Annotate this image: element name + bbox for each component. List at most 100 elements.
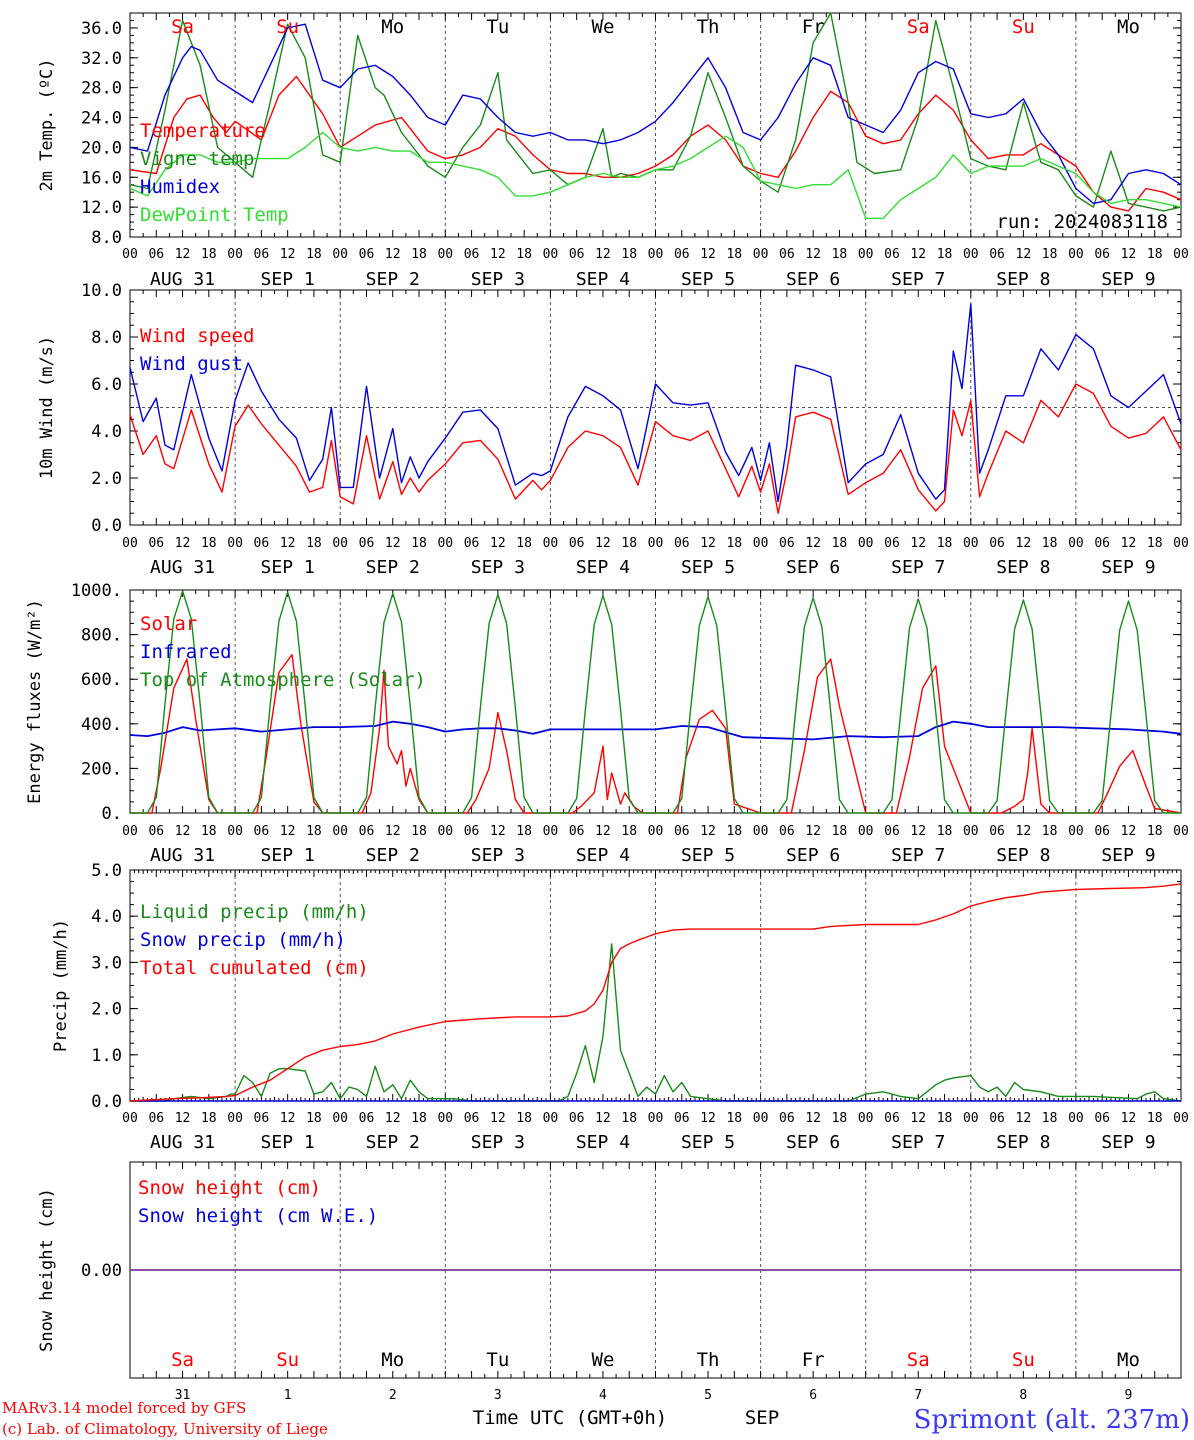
day-name-label: We <box>592 16 615 38</box>
hour-tick-label: 18 <box>1042 824 1058 839</box>
date-label: SEP 9 <box>1101 1132 1155 1153</box>
day-name-label: Mo <box>381 1349 404 1371</box>
hour-tick-label: 00 <box>753 1111 769 1126</box>
y-tick-label: 8.0 <box>91 328 122 348</box>
hour-tick-label: 18 <box>201 247 217 262</box>
hour-tick-label: 12 <box>1121 247 1137 262</box>
legend-entry: Wind speed <box>140 325 254 347</box>
date-label: SEP 9 <box>1101 845 1155 866</box>
hour-tick-label: 12 <box>1121 824 1137 839</box>
hour-tick-label: 06 <box>779 247 795 262</box>
hour-tick-label: 06 <box>569 536 585 551</box>
hour-tick-label: 00 <box>963 536 979 551</box>
hour-tick-label: 06 <box>674 536 690 551</box>
hour-tick-label: 00 <box>1068 536 1084 551</box>
y-tick-label: 12.0 <box>81 198 122 218</box>
date-label: SEP 7 <box>891 1132 945 1153</box>
station-label: Sprimont (alt. 237m) <box>914 1405 1190 1435</box>
date-label: SEP 6 <box>786 845 840 866</box>
hour-tick-label: 12 <box>175 247 191 262</box>
hour-tick-label: 12 <box>280 536 296 551</box>
legend-entry: DewPoint Temp <box>140 204 289 226</box>
hour-tick-label: 00 <box>753 824 769 839</box>
hour-tick-label: 12 <box>385 1111 401 1126</box>
hour-tick-label: 18 <box>832 247 848 262</box>
hour-tick-label: 06 <box>779 1111 795 1126</box>
hour-tick-label: 18 <box>937 536 953 551</box>
month-label: SEP <box>745 1407 779 1429</box>
series-line-total-cumulated-cm- <box>129 883 1182 1102</box>
date-label: SEP 1 <box>261 557 315 578</box>
day-number-label: 1 <box>284 1388 292 1403</box>
hour-tick-label: 12 <box>595 824 611 839</box>
hour-tick-label: 18 <box>621 536 637 551</box>
hour-tick-label: 00 <box>543 824 559 839</box>
hour-tick-label: 00 <box>543 536 559 551</box>
hour-tick-label: 18 <box>201 824 217 839</box>
hour-tick-label: 06 <box>148 536 164 551</box>
hour-tick-label: 06 <box>884 1111 900 1126</box>
hour-tick-label: 06 <box>148 247 164 262</box>
hour-tick-label: 18 <box>1147 1111 1163 1126</box>
hour-tick-label: 12 <box>805 247 821 262</box>
hour-tick-label: 06 <box>1094 536 1110 551</box>
legend-entry: Liquid precip (mm/h) <box>140 901 369 923</box>
y-tick-label: 600. <box>81 670 122 690</box>
day-number-label: 2 <box>389 1388 397 1403</box>
hour-tick-label: 18 <box>726 824 742 839</box>
hour-tick-label: 06 <box>884 824 900 839</box>
date-label: SEP 8 <box>996 1132 1050 1153</box>
hour-tick-label: 18 <box>937 1111 953 1126</box>
hour-tick-label: 00 <box>122 824 138 839</box>
date-label: SEP 8 <box>996 845 1050 866</box>
y-tick-label: 6.0 <box>91 375 122 395</box>
y-tick-label: 0.00 <box>81 1261 122 1281</box>
hour-tick-label: 12 <box>280 247 296 262</box>
hour-tick-label: 00 <box>858 536 874 551</box>
wind-panel: 0.0 2.0 4.0 6.0 8.0 10.0 10m Wind (m/s) Wind sp… <box>37 281 1189 578</box>
energy-flux-panel: 0. 200. 400. 600. 800. 1000. Energy fluxes (W/… <box>25 581 1189 866</box>
hour-tick-label: 06 <box>254 536 270 551</box>
y-axis-label: 10m Wind (m/s) <box>37 336 57 479</box>
hour-tick-label: 00 <box>332 1111 348 1126</box>
snow-panel: 0.00 Snow height (cm) Snow height (cm) Snow… <box>37 1161 1182 1403</box>
series-line-wind-speed <box>129 383 1182 514</box>
date-label: SEP 6 <box>786 269 840 290</box>
y-axis-label: 2m Temp. (ºC) <box>37 58 57 191</box>
hour-tick-label: 18 <box>516 247 532 262</box>
y-tick-label: 1000. <box>71 581 122 601</box>
date-label: SEP 3 <box>471 269 525 290</box>
hour-tick-label: 00 <box>963 824 979 839</box>
plot-frame <box>129 589 1182 814</box>
hour-tick-label: 12 <box>490 824 506 839</box>
y-tick-label: 3.0 <box>91 953 122 973</box>
day-name-label: Su <box>1012 16 1035 38</box>
series-line-liquid-precip-mm-h- <box>130 943 1182 1102</box>
hour-tick-label: 00 <box>753 536 769 551</box>
hour-tick-label: 00 <box>437 824 453 839</box>
date-label: AUG 31 <box>150 269 215 290</box>
hour-tick-label: 18 <box>516 536 532 551</box>
hour-tick-label: 18 <box>832 536 848 551</box>
date-label: SEP 4 <box>576 845 630 866</box>
hour-tick-label: 00 <box>437 1111 453 1126</box>
day-name-label: Fr <box>802 1349 825 1371</box>
series-line-dewpoint-temp <box>129 131 1182 220</box>
day-number-label: 9 <box>1125 1388 1133 1403</box>
date-label: SEP 2 <box>366 845 420 866</box>
time-axis-label: Time UTC (GMT+0h) <box>473 1407 667 1429</box>
hour-tick-label: 06 <box>254 247 270 262</box>
hour-tick-label: 18 <box>832 824 848 839</box>
hour-tick-label: 12 <box>700 247 716 262</box>
y-axis-label: Energy fluxes (W/m²) <box>25 599 45 804</box>
hour-tick-label: 06 <box>1094 247 1110 262</box>
hour-tick-label: 12 <box>280 824 296 839</box>
day-name-label: Mo <box>1117 1349 1140 1371</box>
hour-tick-label: 12 <box>1016 247 1032 262</box>
hour-tick-label: 06 <box>148 1111 164 1126</box>
hour-tick-label: 06 <box>569 824 585 839</box>
hour-tick-label: 00 <box>1173 824 1189 839</box>
hour-tick-label: 12 <box>910 536 926 551</box>
hour-tick-label: 18 <box>201 536 217 551</box>
